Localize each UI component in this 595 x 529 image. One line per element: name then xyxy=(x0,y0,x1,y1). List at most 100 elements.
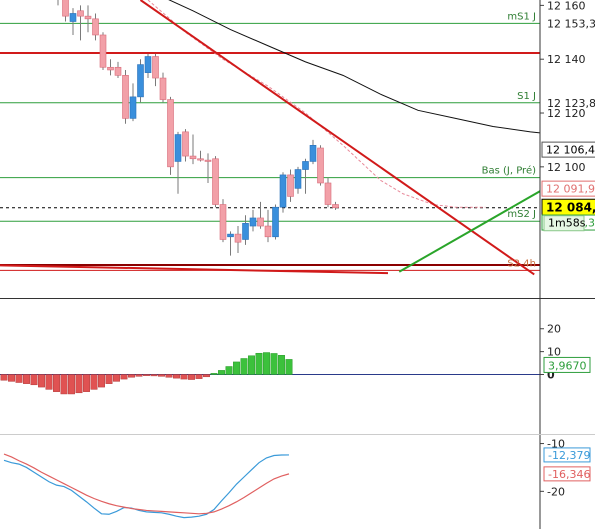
price-tag-box xyxy=(541,180,595,197)
histogram-bar xyxy=(188,374,195,380)
candle-body xyxy=(197,158,204,161)
candle-body xyxy=(159,77,167,100)
candle-body xyxy=(107,66,114,71)
histogram-bar xyxy=(60,374,68,395)
countdown-box xyxy=(543,215,585,232)
price-axis-label: 12 160 xyxy=(547,0,586,12)
histogram-bar xyxy=(180,374,188,380)
candle-body xyxy=(264,225,272,238)
level-label: Bas (J, Pré) xyxy=(482,165,536,177)
price-tag-box xyxy=(541,141,595,158)
candle-body xyxy=(324,182,332,205)
candle-body xyxy=(272,206,279,238)
oscillator-value-label: -12,379 xyxy=(548,449,590,462)
candle-body xyxy=(77,10,84,17)
histogram-bar xyxy=(23,374,30,384)
candle-body xyxy=(137,64,144,98)
histogram-bar xyxy=(173,374,180,379)
candle-body xyxy=(317,147,324,184)
histogram-bar xyxy=(105,374,113,384)
histogram-value-box xyxy=(543,356,591,373)
histogram-bar xyxy=(135,374,143,377)
candle-body xyxy=(302,161,309,170)
histogram-bar xyxy=(285,359,293,375)
trendline xyxy=(398,190,540,273)
histogram-bar xyxy=(128,374,135,378)
oscillator-axis-label: -10 xyxy=(547,438,565,451)
price-axis-label: 12 120 xyxy=(547,107,586,120)
candle-body xyxy=(152,56,159,79)
candle-body xyxy=(62,0,69,17)
candle-body xyxy=(279,174,287,208)
level-label: S1 J xyxy=(517,91,536,102)
candle-body xyxy=(332,204,339,209)
level-value-label: 12 153,3 xyxy=(547,17,595,30)
candle-body xyxy=(234,233,242,243)
histogram-axis-label: 10 xyxy=(547,346,561,359)
candle-body xyxy=(309,145,317,162)
candle-body xyxy=(257,217,264,227)
candle-body xyxy=(92,18,99,36)
histogram-bar xyxy=(225,366,233,375)
histogram-bar xyxy=(0,374,8,381)
histogram-bar xyxy=(248,355,255,375)
histogram-panel[interactable]: 20 10 03,9670 xyxy=(0,323,591,395)
candle-body xyxy=(167,99,174,168)
trendline xyxy=(0,264,389,275)
countdown-label: 1m58s xyxy=(548,217,586,230)
price-axis-label: 12 140 xyxy=(547,53,586,66)
candle-body xyxy=(84,15,92,20)
histogram-bar xyxy=(270,353,278,375)
level-value-label: 12 123,8 xyxy=(547,97,595,110)
candle-body xyxy=(122,75,129,119)
candle-body xyxy=(144,56,152,73)
level-label: mS2 J xyxy=(507,209,536,220)
candle-body xyxy=(69,13,77,22)
candle-body xyxy=(227,233,234,238)
oscillator-value-box xyxy=(543,447,591,463)
moving-average-line xyxy=(168,0,540,134)
histogram-bar xyxy=(53,374,60,392)
candle-body xyxy=(129,96,137,119)
histogram-bar xyxy=(98,374,105,388)
candle-body xyxy=(99,34,107,68)
oscillator-value-box xyxy=(543,466,591,482)
candle-body xyxy=(204,159,212,162)
price-tag-label: 12 106,4 xyxy=(546,144,595,157)
histogram-bar xyxy=(195,374,203,379)
histogram-bar xyxy=(165,374,173,378)
histogram-bar xyxy=(83,374,90,392)
histogram-bar xyxy=(210,373,218,375)
histogram-bar xyxy=(278,355,285,375)
histogram-axis-label: 0 xyxy=(547,369,555,382)
candle-body xyxy=(249,217,257,227)
candle-body xyxy=(287,174,294,197)
histogram-bar xyxy=(158,374,165,377)
histogram-bar xyxy=(233,361,240,375)
price-tag-label: 12 091,9 xyxy=(546,183,595,196)
histogram-bar xyxy=(30,374,38,386)
histogram-bar xyxy=(75,374,83,394)
candle-body xyxy=(189,155,197,160)
histogram-bar xyxy=(8,374,15,382)
dashed-moving-average-line xyxy=(147,0,486,208)
price-plot-area xyxy=(0,0,540,276)
candle-body xyxy=(182,131,189,157)
candle-body xyxy=(174,134,182,162)
candle-body xyxy=(114,66,122,76)
histogram-axis-label: 20 xyxy=(547,323,561,336)
level-label: mS1 J xyxy=(507,11,536,22)
oscillator-line xyxy=(3,454,290,519)
histogram-value-label: 3,9670 xyxy=(548,359,587,372)
histogram-bar xyxy=(150,374,158,377)
histogram-bar xyxy=(38,374,45,388)
histogram-bar xyxy=(255,352,263,375)
histogram-bar xyxy=(120,374,128,380)
candle-body xyxy=(242,223,249,240)
oscillator-axis-label: -20 xyxy=(547,485,565,498)
oscillator-panel[interactable]: -10 -20 -12,379 -16,346 xyxy=(3,438,591,519)
price-panel[interactable]: mS1 J S1 J Bas (J, Pré) mS2 J S2 4h 12 160 12 … xyxy=(0,0,595,276)
histogram-bar xyxy=(218,370,225,375)
